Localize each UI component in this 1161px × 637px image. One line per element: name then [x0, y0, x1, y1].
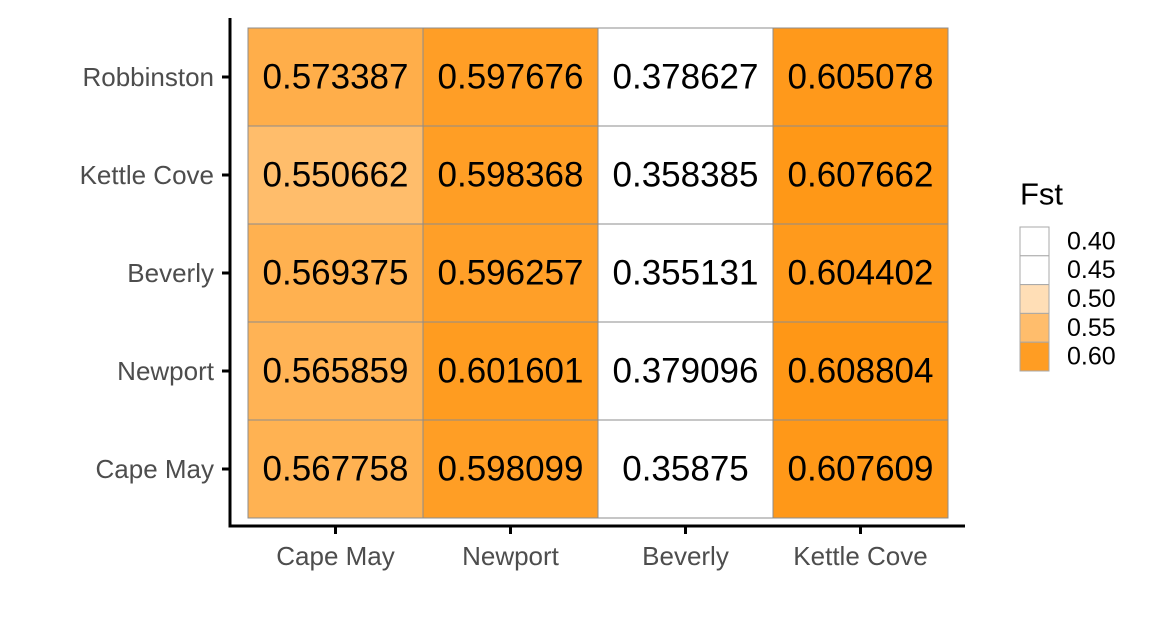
heatmap-cell-robbinston-cape-may	[247, 27, 424, 127]
cell-value-label: 0.598099	[438, 450, 584, 489]
legend-key-0-40	[1019, 226, 1050, 257]
y-axis-tick-label-robbinston: Robbinston	[82, 62, 214, 92]
legend-key-0-60	[1019, 341, 1050, 372]
heatmap-cell-robbinston-beverly	[597, 27, 774, 127]
cell-value-label: 0.573387	[263, 58, 409, 97]
cell-value-label: 0.605078	[788, 58, 934, 97]
legend-label-0-45: 0.45	[1067, 256, 1116, 284]
legend-key-0-55	[1019, 312, 1050, 343]
heatmap-cell-kettle-cove-cape-may	[247, 125, 424, 225]
y-axis-tick-label-cape-may: Cape May	[96, 454, 215, 484]
x-axis-tick-label-beverly: Beverly	[642, 541, 729, 571]
cell-value-label: 0.355131	[613, 254, 759, 293]
cell-value-label: 0.608804	[788, 352, 934, 391]
heatmap-cell-newport-beverly	[597, 321, 774, 421]
cell-value-label: 0.601601	[438, 352, 584, 391]
y-axis-tick-label-newport: Newport	[117, 356, 215, 386]
legend-key-0-50	[1019, 284, 1050, 314]
legend-label-0-60: 0.60	[1067, 343, 1116, 371]
legend-key-0-45	[1019, 255, 1050, 286]
legend-label-0-40: 0.40	[1067, 227, 1116, 255]
heatmap-cell-newport-newport	[422, 321, 599, 421]
cell-value-label: 0.378627	[613, 58, 759, 97]
cell-value-label: 0.569375	[263, 254, 409, 293]
cell-value-label: 0.607662	[788, 156, 934, 195]
x-axis-tick-label-kettle-cove: Kettle Cove	[793, 541, 927, 571]
axes-layer: Cape May Newport Beverly Kettle Cove Robbins…	[80, 18, 965, 571]
heatmap-cell-newport-cape-may	[247, 321, 424, 421]
cell-value-label: 0.550662	[263, 156, 409, 195]
y-axis-tick-label-kettle-cove: Kettle Cove	[80, 160, 214, 190]
heatmap-cell-beverly-kettle-cove	[772, 223, 949, 323]
y-axis-tick-label-beverly: Beverly	[127, 258, 214, 288]
legend-label-0-55: 0.55	[1067, 314, 1116, 342]
heatmap-cell-kettle-cove-kettle-cove	[772, 125, 949, 225]
heatmap-cell-robbinston-newport	[422, 27, 599, 127]
heatmap-cell-newport-kettle-cove	[772, 321, 949, 421]
heatmap-cell-cape-may-newport	[422, 419, 599, 519]
heatmap-cell-cape-may-kettle-cove	[772, 419, 949, 519]
cell-value-label: 0.35875	[622, 450, 749, 489]
heatmap-cell-cape-may-cape-may	[247, 419, 424, 519]
heatmap-cell-robbinston-kettle-cove	[772, 27, 949, 127]
cell-value-label: 0.565859	[263, 352, 409, 391]
cell-value-label: 0.604402	[788, 254, 934, 293]
cell-value-label: 0.607609	[788, 450, 934, 489]
cell-value-label: 0.598368	[438, 156, 584, 195]
heatmap-cell-beverly-newport	[422, 223, 599, 323]
legend-label-0-50: 0.50	[1067, 285, 1116, 313]
cells-layer: 0.573387 0.597676 0.378627 0.605078 0.550662…	[247, 27, 949, 519]
legend-title: Fst	[1020, 177, 1063, 212]
x-axis-tick-label-newport: Newport	[462, 541, 560, 571]
cell-value-label: 0.567758	[263, 450, 409, 489]
cell-value-label: 0.358385	[613, 156, 759, 195]
cell-value-label: 0.596257	[438, 254, 584, 293]
cell-value-label: 0.597676	[438, 58, 584, 97]
cell-value-label: 0.379096	[613, 352, 759, 391]
heatmap-cell-cape-may-beverly	[597, 419, 774, 519]
heatmap-cell-kettle-cove-newport	[422, 125, 599, 225]
x-axis-tick-label-cape-may: Cape May	[276, 541, 395, 571]
